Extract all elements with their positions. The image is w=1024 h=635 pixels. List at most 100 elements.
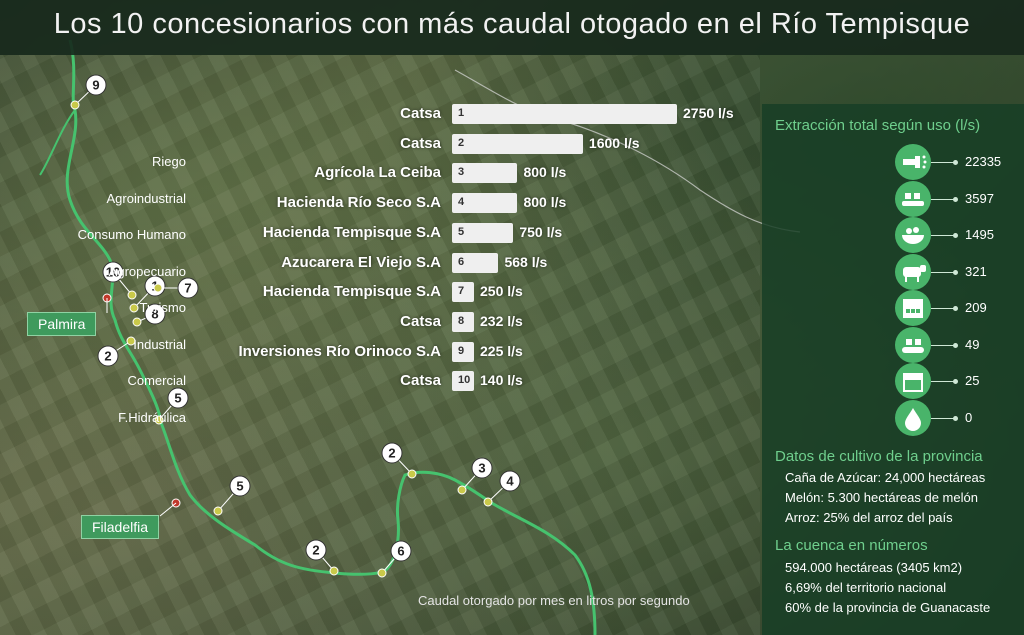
bar: 7 <box>452 282 474 303</box>
crops-heading: Datos de cultivo de la provincia <box>775 448 983 465</box>
marker-badge <box>381 442 403 464</box>
bar-rank-label: 6 <box>458 255 465 268</box>
usage-label: F.Hidráulica <box>118 409 186 425</box>
bar: 4 <box>452 193 518 214</box>
title-bar <box>0 0 1024 55</box>
usage-connector <box>931 271 955 273</box>
bar-rank-label: 4 <box>458 196 465 209</box>
basin-line: 60% de la provincia de Guanacaste <box>785 600 991 615</box>
concession-point <box>127 290 137 300</box>
concession-point <box>126 336 136 346</box>
bar-value-label: 800 l/s <box>523 164 567 181</box>
bar-value-label: 250 l/s <box>480 283 523 300</box>
irrigation-sprinkler-icon <box>895 144 931 180</box>
concession-point <box>129 303 139 313</box>
bar: 3 <box>452 163 518 184</box>
marker-badge <box>97 345 119 367</box>
basin-line: 6,69% del territorio nacional <box>785 580 947 595</box>
usage-value: 1495 <box>965 227 994 242</box>
bar-category-label: Azucarera El Viejo S.A <box>281 253 441 271</box>
water-drop-icon <box>895 399 931 436</box>
usage-connector-dot <box>953 306 958 311</box>
marker-rank-label: 3 <box>478 461 485 476</box>
bar: 10 <box>452 371 474 392</box>
bar: 8 <box>452 311 474 332</box>
bar-category-label: Catsa <box>400 134 441 152</box>
marker-badge <box>229 475 251 497</box>
usage-value: 3597 <box>965 190 994 206</box>
usage-value: 25 <box>965 373 980 388</box>
concession-point <box>407 469 417 479</box>
usage-connector <box>931 235 955 236</box>
marker-badge <box>144 303 166 325</box>
bar-value-label: 750 l/s <box>519 223 563 240</box>
conveyor-belt-icon <box>895 326 931 363</box>
concession-point <box>132 317 142 327</box>
bar-rank-label: 1 <box>458 107 465 119</box>
usage-label: Agropecuario <box>108 263 186 279</box>
usage-label: Comercial <box>127 373 186 388</box>
marker-badge <box>390 540 412 562</box>
usage-connector <box>931 344 955 346</box>
marker-rank-label: 5 <box>174 391 181 406</box>
marker-badge <box>471 457 493 479</box>
bar-rank-label: 2 <box>458 136 465 149</box>
concession-point <box>154 415 164 425</box>
crop-line: Melón: 5.300 hectáreas de melón <box>785 490 978 505</box>
marker-rank-label: 2 <box>312 543 319 558</box>
usage-connector <box>931 308 955 309</box>
marker-badge <box>499 470 521 492</box>
bar-category-label: Catsa <box>400 312 441 330</box>
usage-heading: Extracción total según uso (l/s) <box>775 117 981 134</box>
usage-connector-dot <box>953 269 958 275</box>
marker-rank-label: 7 <box>184 281 191 296</box>
usage-connector <box>931 198 955 200</box>
bar-value-label: 800 l/s <box>523 194 567 211</box>
usage-label: Turismo <box>139 300 186 315</box>
chart-caption: Caudal otorgado por mes en litros por se… <box>418 593 690 608</box>
place-label-palmira: Palmira <box>27 312 97 336</box>
usage-value: 321 <box>965 263 987 279</box>
marker-rank-label: 2 <box>104 349 111 364</box>
marker-rank-label: 9 <box>92 78 99 93</box>
side-panel <box>762 104 1024 635</box>
usage-connector-dot <box>953 379 958 384</box>
concession-point <box>377 568 387 578</box>
bar-value-label: 232 l/s <box>480 312 523 329</box>
concession-point <box>213 506 223 516</box>
usage-value: 49 <box>965 336 980 352</box>
hotel-icon <box>895 290 931 326</box>
bar-category-label: Hacienda Tempisque S.A <box>262 223 441 241</box>
bar-rank-label: 7 <box>458 285 465 298</box>
bar-category-label: Agrícola La Ceiba <box>314 164 441 182</box>
bar-category-label: Catsa <box>400 372 441 390</box>
bar: 9 <box>452 341 474 362</box>
marker-badge <box>177 277 199 299</box>
marker-rank-label: 2 <box>388 446 395 461</box>
usage-value: 209 <box>965 300 987 315</box>
river-tributary <box>39 109 76 176</box>
bar-category-label: Inversiones Río Orinoco S.A <box>238 342 441 360</box>
marker-badge <box>102 261 124 283</box>
bar-value-label: 2750 l/s <box>683 105 734 121</box>
concession-point <box>483 497 493 507</box>
storefront-icon <box>895 363 931 399</box>
marker-badge <box>167 387 189 409</box>
crop-line: Caña de Azúcar: 24,000 hectáreas <box>785 470 986 485</box>
river-tempisque <box>65 39 597 635</box>
usage-connector <box>931 162 955 163</box>
usage-connector <box>931 381 955 382</box>
concession-point <box>70 100 80 110</box>
marker-rank-label: 4 <box>506 474 514 489</box>
bar-category-label: Hacienda Río Seco S.A <box>276 194 441 212</box>
bar: 5 <box>452 222 514 243</box>
usage-connector-dot <box>953 233 958 238</box>
food-bowl-icon <box>895 217 931 253</box>
filadelfia-connector <box>159 502 177 517</box>
bar-rank-label: 8 <box>458 314 465 327</box>
usage-label: Industrial <box>133 336 186 352</box>
bar-value-label: 568 l/s <box>504 253 548 270</box>
usage-label: Riego <box>152 154 186 169</box>
